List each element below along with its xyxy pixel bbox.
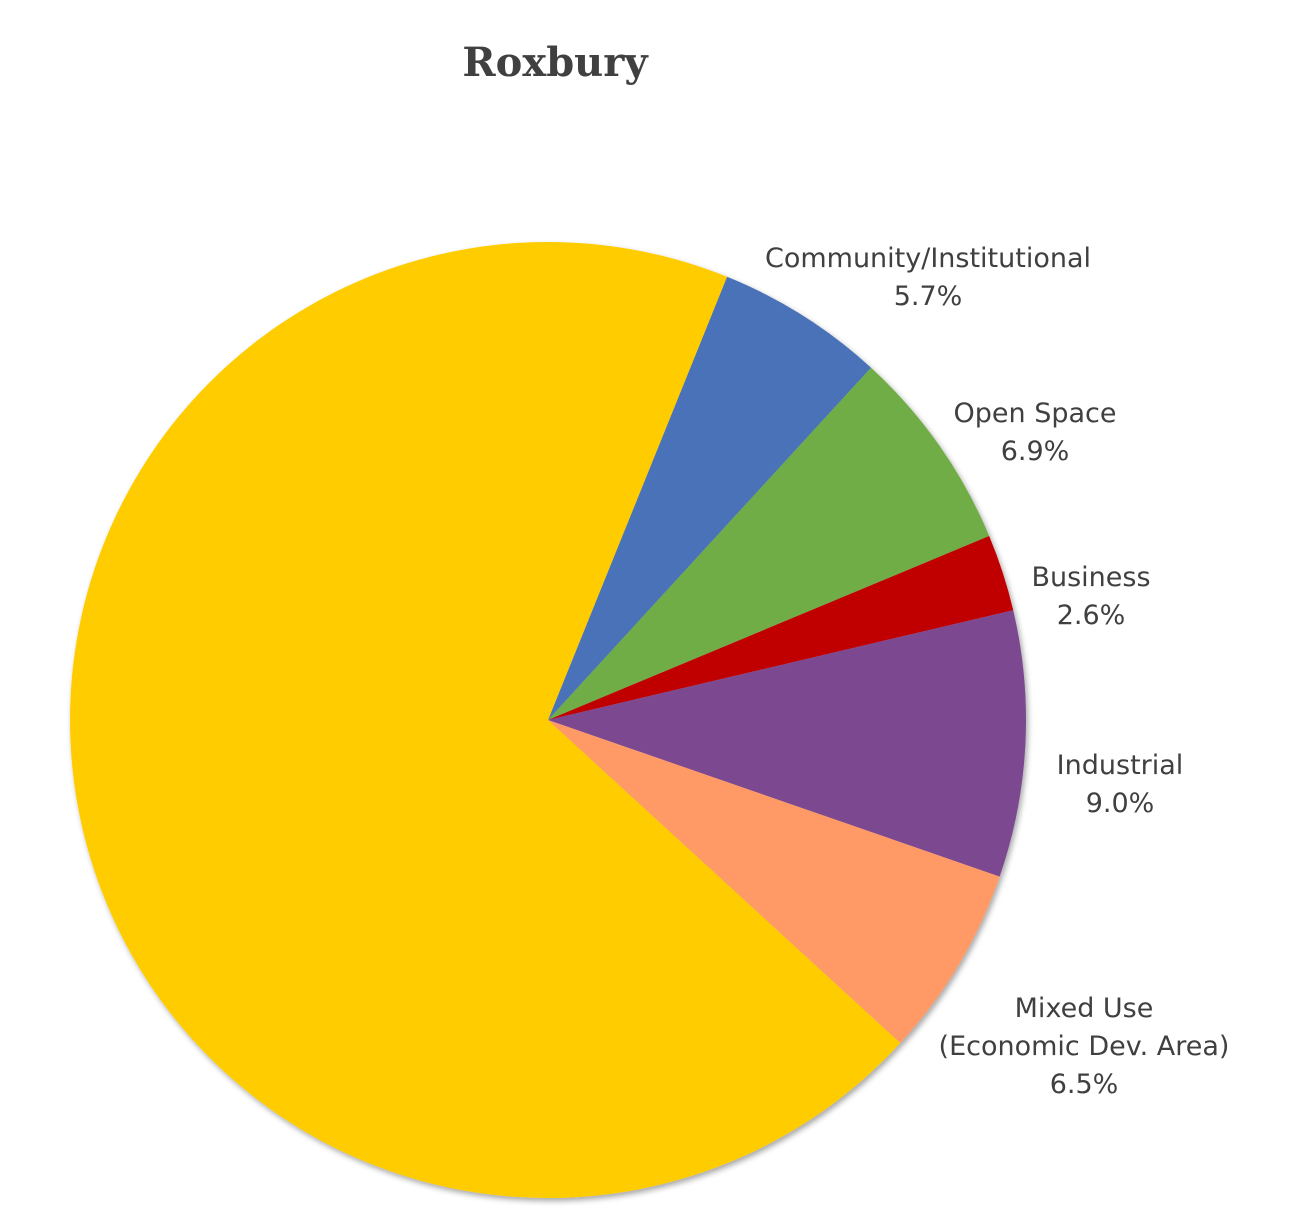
slice-category-label: Open Space bbox=[954, 398, 1117, 429]
slice-value-label: 5.7% bbox=[894, 281, 963, 312]
slice-value-label: 9.0% bbox=[1086, 788, 1155, 819]
slice-category-label: ntial bbox=[0, 543, 2, 574]
chart-title: Roxbury bbox=[462, 39, 649, 86]
slice-category-label: Community/Institutional bbox=[765, 243, 1091, 274]
slice-value-label: 2.6% bbox=[1057, 600, 1126, 631]
pie-slice bbox=[548, 720, 1000, 1044]
pie-slice bbox=[70, 242, 901, 1199]
pie-slice bbox=[548, 367, 990, 720]
pie-slices bbox=[70, 242, 1027, 1199]
slice-value-label: 6.5% bbox=[1050, 1069, 1119, 1100]
slice-labels: Community/Institutional 5.7% Open Space 6.9… bbox=[0, 243, 1229, 1100]
slice-category-label: Mixed Use bbox=[1015, 993, 1154, 1024]
slice-category-label: (Economic Dev. Area) bbox=[939, 1031, 1230, 1062]
slice-category-label: Industrial bbox=[1057, 750, 1184, 781]
slice-category-label: Business bbox=[1031, 562, 1150, 593]
pie-slice bbox=[548, 610, 1027, 877]
slice-value-label: 6.9% bbox=[1001, 436, 1070, 467]
pie-slice bbox=[548, 276, 872, 720]
pie-slice bbox=[548, 536, 1014, 720]
